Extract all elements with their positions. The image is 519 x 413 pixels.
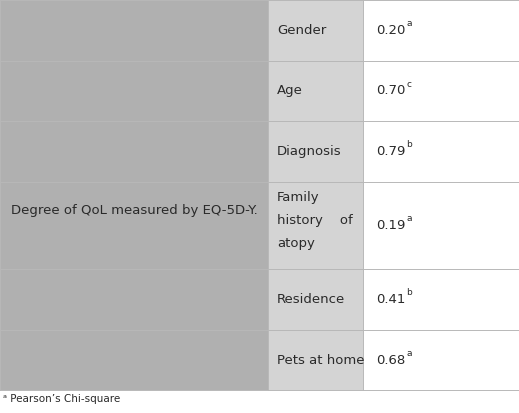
Text: 0.79: 0.79 [376,145,406,158]
Text: 0.68: 0.68 [376,354,405,366]
Text: history    of: history of [277,214,353,227]
Text: 0.19: 0.19 [376,219,406,232]
Bar [268,61,363,121]
Text: Residence: Residence [277,293,346,306]
Bar [0,269,268,330]
Bar [268,121,363,182]
Bar [0,61,268,121]
Text: 0.20: 0.20 [376,24,406,37]
Text: Family: Family [277,191,320,204]
Text: b: b [406,288,412,297]
Bar [363,269,519,330]
Bar [0,121,268,182]
Bar [268,330,363,390]
Bar [268,182,363,269]
Bar [363,182,519,269]
Text: a: a [406,349,412,358]
Text: ᵃ Pearson’s Chi-square: ᵃ Pearson’s Chi-square [3,394,120,404]
Text: Gender: Gender [277,24,326,37]
Bar [363,121,519,182]
Text: b: b [406,140,412,149]
Text: 0.70: 0.70 [376,84,406,97]
Bar [268,0,363,61]
Text: a: a [406,19,412,28]
Bar [363,0,519,61]
Text: 0.41: 0.41 [376,293,406,306]
Text: Diagnosis: Diagnosis [277,145,342,158]
Bar [363,330,519,390]
Bar [0,330,268,390]
Text: Degree of QoL measured by EQ-5D-Y.: Degree of QoL measured by EQ-5D-Y. [10,204,257,217]
Text: atopy: atopy [277,237,315,250]
Text: Pets at home: Pets at home [277,354,365,366]
Bar [0,182,268,269]
Bar [363,61,519,121]
Text: a: a [406,214,412,223]
Bar [268,269,363,330]
Text: c: c [406,80,412,89]
Text: Age: Age [277,84,303,97]
Bar [0,0,268,61]
